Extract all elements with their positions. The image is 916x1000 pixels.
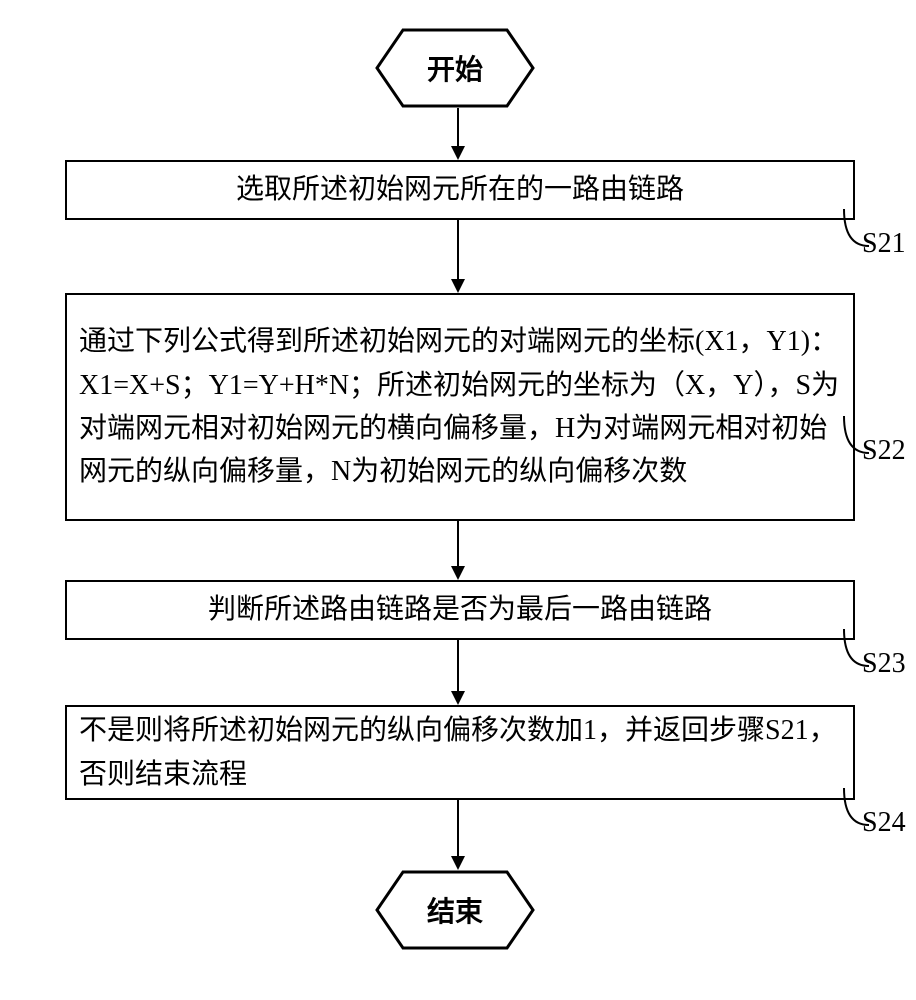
edge-s23-s24 (457, 640, 459, 692)
edge-s24-end (457, 800, 459, 858)
start-node: 开始 (375, 28, 535, 108)
arrow-s22-s23 (451, 566, 465, 580)
step-s21-box: 选取所述初始网元所在的一路由链路 (65, 160, 855, 220)
start-label: 开始 (427, 48, 483, 88)
arrow-s24-end (451, 856, 465, 870)
end-label: 结束 (427, 890, 483, 930)
step-label-s22: S22 (862, 435, 906, 467)
arrow-s21-s22 (451, 279, 465, 293)
arrow-s23-s24 (451, 691, 465, 705)
step-s24-box: 不是则将所述初始网元的纵向偏移次数加1，并返回步骤S21，否则结束流程 (65, 705, 855, 800)
step-label-s21: S21 (862, 228, 906, 260)
step-s23-box: 判断所述路由链路是否为最后一路由链路 (65, 580, 855, 640)
step-s24-text: 不是则将所述初始网元的纵向偏移次数加1，并返回步骤S21，否则结束流程 (79, 709, 841, 796)
step-s22-box: 通过下列公式得到所述初始网元的对端网元的坐标(X1，Y1)：X1=X+S；Y1=… (65, 293, 855, 521)
edge-s22-s23 (457, 521, 459, 567)
step-label-s24: S24 (862, 807, 906, 839)
step-label-s23: S23 (862, 648, 906, 680)
end-node: 结束 (375, 870, 535, 950)
step-s21-text: 选取所述初始网元所在的一路由链路 (79, 168, 841, 211)
flowchart-canvas: 开始 选取所述初始网元所在的一路由链路 通过下列公式得到所述初始网元的对端网元的… (0, 0, 916, 1000)
step-s22-text: 通过下列公式得到所述初始网元的对端网元的坐标(X1，Y1)：X1=X+S；Y1=… (79, 320, 841, 494)
step-s23-text: 判断所述路由链路是否为最后一路由链路 (79, 588, 841, 631)
edge-start-s21 (457, 108, 459, 148)
arrow-start-s21 (451, 146, 465, 160)
edge-s21-s22 (457, 220, 459, 280)
